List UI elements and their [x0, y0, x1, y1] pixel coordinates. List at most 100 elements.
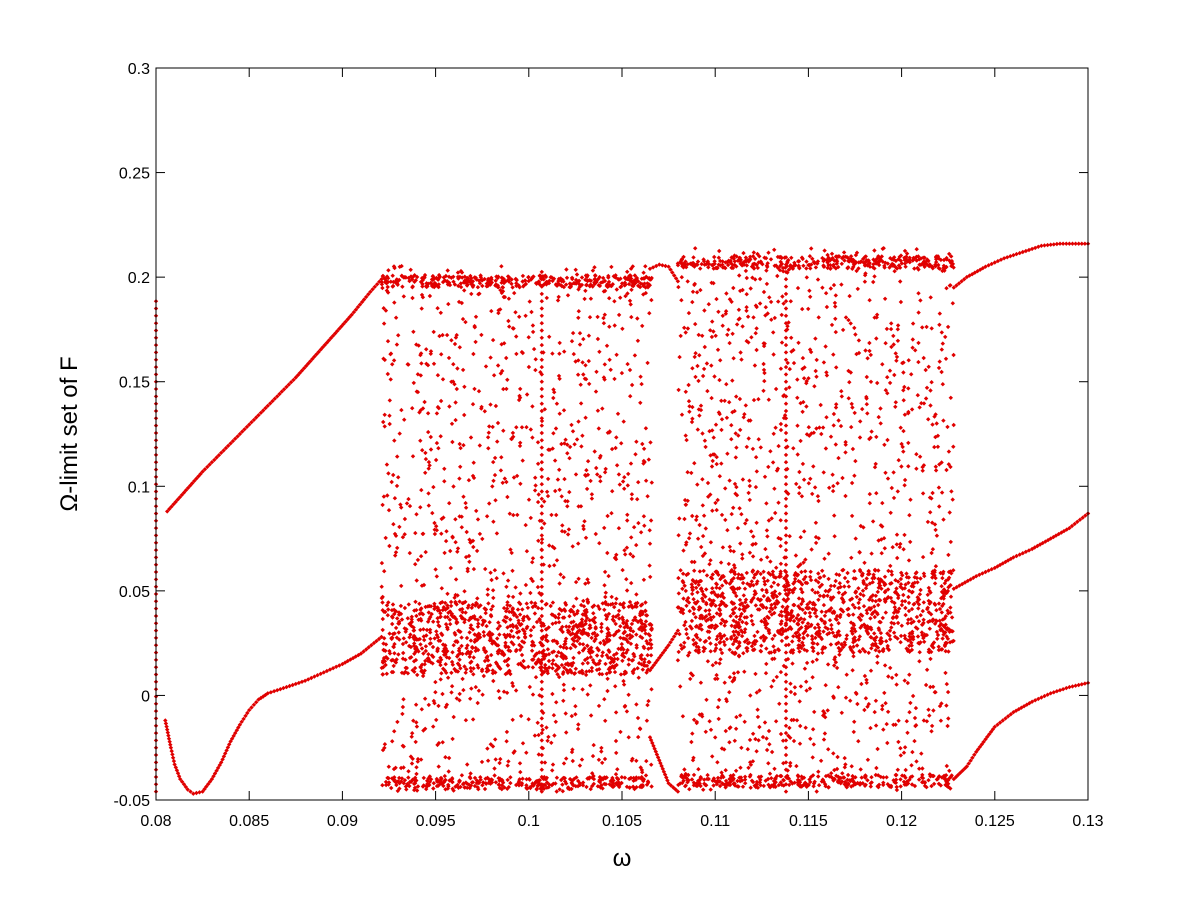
column-point — [539, 321, 544, 326]
chaotic-point — [629, 314, 634, 320]
chaotic-point — [380, 658, 386, 663]
chaotic-point — [607, 296, 612, 301]
chaotic-point — [625, 512, 630, 517]
chaotic-point — [539, 418, 545, 424]
branch-point — [975, 747, 981, 752]
chaotic-point — [484, 514, 490, 519]
chaotic-point — [572, 643, 577, 648]
branch-point — [221, 754, 227, 759]
chaotic-point — [553, 426, 559, 431]
chaotic-point — [541, 710, 546, 716]
chaotic-point — [631, 618, 636, 623]
branch-point — [370, 287, 375, 292]
branch-point — [670, 270, 675, 275]
chaotic-point — [449, 421, 455, 426]
chaotic-point — [387, 413, 392, 418]
chaotic-point — [502, 476, 507, 481]
chaotic-point — [634, 592, 639, 597]
column-point — [539, 489, 544, 494]
column-point — [783, 650, 789, 655]
chaotic-point — [489, 652, 494, 658]
chaotic-point — [502, 632, 507, 637]
branch-point — [657, 262, 662, 267]
branch-point — [1000, 561, 1005, 566]
column-point — [539, 525, 544, 531]
branch-point — [175, 771, 181, 776]
branch-point — [209, 776, 215, 782]
chaotic-point — [507, 324, 512, 329]
chaotic-point — [435, 619, 441, 625]
branch-point — [970, 272, 975, 277]
branch-point — [951, 776, 956, 782]
chaotic-point — [463, 670, 468, 675]
chaotic-point — [415, 647, 420, 652]
branch-point — [672, 634, 677, 639]
branch-point — [668, 783, 674, 788]
chaotic-point — [551, 713, 557, 718]
chaotic-point — [445, 614, 450, 620]
branch-point — [349, 312, 354, 317]
branch-point — [992, 565, 997, 571]
branch-point — [1001, 256, 1007, 261]
chaotic-point — [625, 269, 630, 274]
chaotic-point — [645, 668, 650, 673]
chaotic-point — [644, 670, 649, 675]
branch-point — [1011, 555, 1016, 560]
branch-point — [1039, 243, 1044, 248]
branch-point — [1077, 517, 1083, 522]
chaotic-point — [470, 602, 475, 607]
branch-point — [299, 368, 305, 373]
chaotic-point — [435, 635, 441, 640]
chaotic-point — [557, 581, 562, 586]
chaotic-point — [602, 312, 607, 317]
chaotic-point — [386, 607, 391, 612]
chaotic-point — [581, 604, 587, 609]
chaotic-point — [466, 478, 472, 483]
chaotic-point — [463, 505, 469, 510]
chaotic-point — [545, 647, 551, 652]
chaotic-point — [407, 635, 412, 640]
chaotic-point — [381, 648, 387, 653]
chaotic-point — [579, 757, 585, 762]
chaotic-point — [563, 282, 569, 287]
chaotic-point — [646, 457, 651, 462]
branch-point — [972, 270, 977, 275]
chaotic-point — [615, 411, 621, 416]
branch-point — [211, 774, 216, 779]
chaotic-point — [386, 508, 392, 513]
branch-point — [980, 571, 985, 576]
chaotic-point — [464, 275, 470, 281]
column-point — [539, 423, 544, 428]
column-point — [783, 291, 789, 297]
column-point — [539, 533, 544, 538]
chaotic-point — [600, 279, 605, 285]
branch-point — [320, 345, 325, 350]
chaotic-point — [495, 439, 500, 444]
branch-point — [981, 739, 986, 745]
chaotic-point — [619, 284, 624, 289]
branch-point — [168, 742, 173, 747]
chaotic-point — [636, 661, 642, 666]
column-point — [539, 760, 544, 765]
chaotic-point — [632, 615, 638, 620]
chaotic-point — [387, 398, 392, 403]
chaotic-point — [448, 548, 453, 554]
branch-point — [1080, 515, 1085, 520]
chaotic-point — [393, 553, 398, 558]
chaotic-point — [524, 392, 530, 397]
chaotic-point — [561, 682, 566, 687]
branch-point — [366, 645, 371, 650]
chaotic-point — [596, 426, 601, 431]
chaotic-point — [408, 754, 414, 759]
chaotic-point — [550, 446, 555, 451]
chaotic-point — [382, 424, 387, 429]
chaotic-point — [633, 601, 638, 606]
branch-point — [188, 789, 193, 794]
chaotic-point — [420, 673, 426, 679]
chaotic-point — [601, 638, 606, 644]
chaotic-point — [546, 785, 551, 790]
chaotic-point — [425, 411, 431, 416]
chaotic-point — [606, 667, 611, 672]
chaotic-point — [448, 565, 453, 571]
chaotic-point — [577, 342, 583, 347]
